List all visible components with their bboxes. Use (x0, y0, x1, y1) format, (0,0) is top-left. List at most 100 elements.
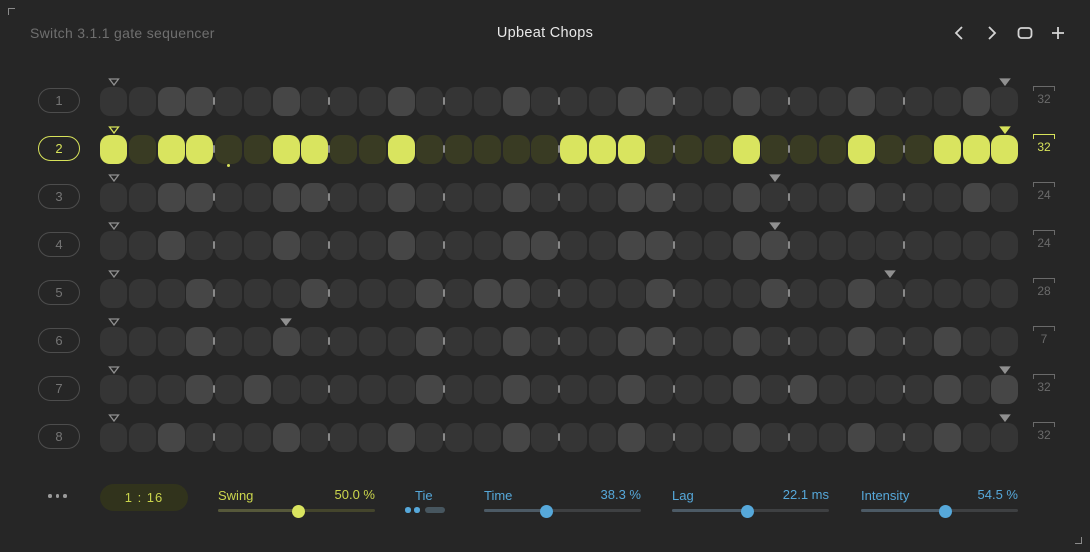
step-7-11[interactable] (387, 374, 415, 404)
step-2-27[interactable] (847, 134, 875, 164)
step-5-5[interactable] (215, 278, 242, 308)
step-8-16[interactable] (531, 422, 559, 452)
step-2-25[interactable] (790, 134, 817, 164)
step-8-13[interactable] (445, 422, 472, 452)
loop-start-marker-icon[interactable] (107, 222, 120, 230)
next-preset-button[interactable] (981, 22, 1002, 43)
step-3-16[interactable] (531, 182, 559, 212)
step-1-14[interactable] (473, 86, 501, 116)
step-4-16[interactable] (531, 230, 559, 260)
step-8-21[interactable] (675, 422, 702, 452)
step-1-27[interactable] (847, 86, 875, 116)
step-4-2[interactable] (128, 230, 156, 260)
step-2-5[interactable] (215, 134, 242, 164)
step-7-7[interactable] (272, 374, 300, 404)
step-3-31[interactable] (962, 182, 990, 212)
loop-end-marker-icon[interactable] (998, 366, 1011, 374)
step-7-2[interactable] (128, 374, 156, 404)
step-8-18[interactable] (588, 422, 616, 452)
menu-button[interactable] (48, 494, 67, 498)
step-8-32[interactable] (991, 422, 1019, 452)
step-2-13[interactable] (445, 134, 472, 164)
loop-start-marker-icon[interactable] (107, 366, 120, 374)
step-7-30[interactable] (933, 374, 961, 404)
step-4-24[interactable] (761, 230, 789, 260)
step-3-11[interactable] (387, 182, 415, 212)
step-3-5[interactable] (215, 182, 242, 212)
step-7-17[interactable] (560, 374, 587, 404)
step-4-21[interactable] (675, 230, 702, 260)
step-8-8[interactable] (301, 422, 329, 452)
time-slider-track[interactable] (484, 509, 641, 512)
step-2-19[interactable] (617, 134, 645, 164)
step-3-12[interactable] (416, 182, 444, 212)
step-8-27[interactable] (847, 422, 875, 452)
step-3-17[interactable] (560, 182, 587, 212)
loop-start-marker-icon[interactable] (107, 270, 120, 278)
step-4-12[interactable] (416, 230, 444, 260)
step-5-18[interactable] (588, 278, 616, 308)
step-4-19[interactable] (617, 230, 645, 260)
step-7-20[interactable] (646, 374, 674, 404)
step-1-5[interactable] (215, 86, 242, 116)
step-4-22[interactable] (703, 230, 731, 260)
step-3-7[interactable] (272, 182, 300, 212)
step-6-20[interactable] (646, 326, 674, 356)
step-3-26[interactable] (818, 182, 846, 212)
step-2-23[interactable] (732, 134, 760, 164)
step-8-3[interactable] (157, 422, 185, 452)
add-preset-button[interactable] (1047, 22, 1068, 43)
step-6-2[interactable] (128, 326, 156, 356)
step-6-11[interactable] (387, 326, 415, 356)
resize-corner-icon[interactable] (8, 8, 15, 15)
step-1-29[interactable] (905, 86, 932, 116)
step-7-1[interactable] (100, 374, 127, 404)
step-2-32[interactable] (991, 134, 1019, 164)
row-length-control[interactable]: 24 (1031, 230, 1057, 250)
step-6-5[interactable] (215, 326, 242, 356)
step-5-17[interactable] (560, 278, 587, 308)
intensity-slider-thumb[interactable] (939, 504, 953, 518)
step-7-8[interactable] (301, 374, 329, 404)
step-6-9[interactable] (330, 326, 357, 356)
step-6-27[interactable] (847, 326, 875, 356)
step-2-24[interactable] (761, 134, 789, 164)
step-7-3[interactable] (157, 374, 185, 404)
step-5-23[interactable] (732, 278, 760, 308)
step-3-20[interactable] (646, 182, 674, 212)
step-3-15[interactable] (502, 182, 530, 212)
position-display[interactable]: 1 : 16 (100, 484, 188, 511)
step-2-15[interactable] (502, 134, 530, 164)
step-5-21[interactable] (675, 278, 702, 308)
step-2-17[interactable] (560, 134, 587, 164)
step-4-6[interactable] (243, 230, 271, 260)
step-3-14[interactable] (473, 182, 501, 212)
step-3-19[interactable] (617, 182, 645, 212)
step-2-2[interactable] (128, 134, 156, 164)
step-7-26[interactable] (818, 374, 846, 404)
step-5-31[interactable] (962, 278, 990, 308)
step-8-30[interactable] (933, 422, 961, 452)
step-6-25[interactable] (790, 326, 817, 356)
step-1-2[interactable] (128, 86, 156, 116)
step-7-4[interactable] (186, 374, 214, 404)
step-3-30[interactable] (933, 182, 961, 212)
step-2-28[interactable] (876, 134, 904, 164)
step-3-29[interactable] (905, 182, 932, 212)
step-1-20[interactable] (646, 86, 674, 116)
step-6-19[interactable] (617, 326, 645, 356)
step-6-30[interactable] (933, 326, 961, 356)
step-8-10[interactable] (358, 422, 386, 452)
step-7-19[interactable] (617, 374, 645, 404)
step-3-2[interactable] (128, 182, 156, 212)
preset-name[interactable]: Upbeat Chops (496, 25, 594, 41)
step-2-1[interactable] (100, 134, 127, 164)
step-8-19[interactable] (617, 422, 645, 452)
step-7-6[interactable] (243, 374, 271, 404)
step-5-16[interactable] (531, 278, 559, 308)
step-7-15[interactable] (502, 374, 530, 404)
step-8-22[interactable] (703, 422, 731, 452)
row-select-button-2[interactable]: 2 (38, 136, 80, 161)
row-length-control[interactable]: 32 (1031, 422, 1057, 442)
step-2-16[interactable] (531, 134, 559, 164)
